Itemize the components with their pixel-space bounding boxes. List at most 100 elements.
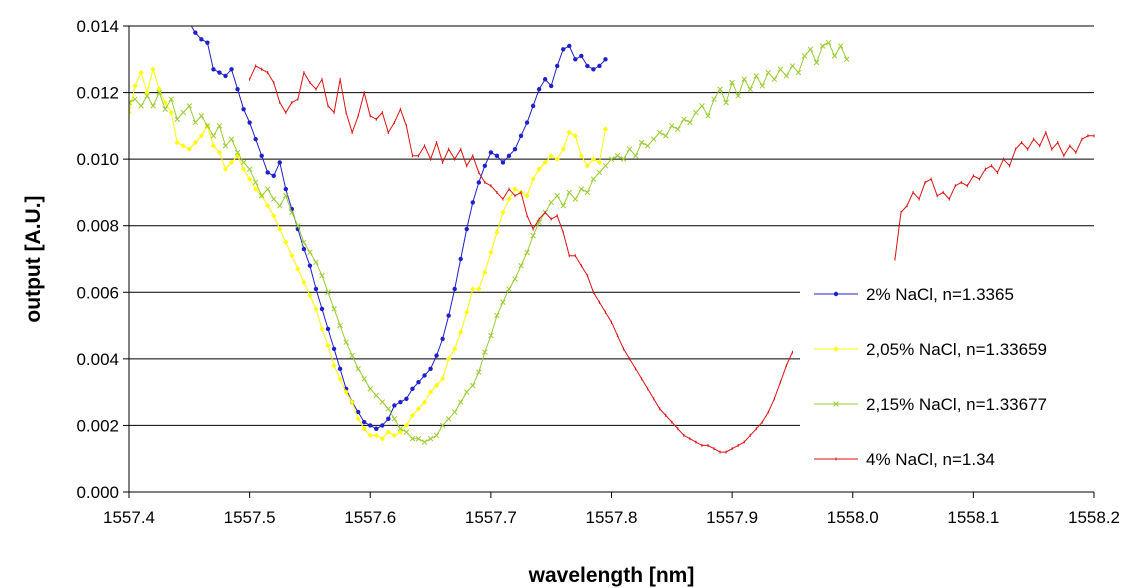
data-point [168, 96, 174, 102]
data-point [741, 76, 747, 83]
data-point [180, 143, 186, 149]
data-point [386, 416, 391, 421]
data-point [602, 126, 609, 132]
data-point [205, 40, 210, 45]
data-point [228, 136, 235, 142]
y-tick-label: 0.008 [76, 217, 119, 236]
data-point [488, 249, 494, 255]
data-point [240, 166, 247, 172]
data-point [301, 246, 307, 252]
data-point [373, 392, 380, 399]
data-point [211, 67, 216, 72]
data-point [596, 169, 603, 176]
data-point [307, 249, 313, 256]
data-point [584, 189, 591, 196]
data-point [536, 166, 542, 172]
legend-label: 2,05% NaCl, n=1.33659 [866, 340, 1047, 359]
data-point [464, 226, 469, 232]
data-point [524, 120, 530, 125]
data-point [367, 386, 374, 392]
data-point [542, 77, 548, 82]
legend-item: 4% NaCl, n=1.34 [814, 450, 995, 469]
data-point [567, 43, 572, 49]
data-point [204, 123, 211, 129]
data-point [355, 416, 361, 422]
data-point [548, 199, 554, 206]
data-point [144, 89, 150, 96]
data-point [506, 196, 512, 202]
data-point [187, 20, 191, 24]
data-point [843, 56, 850, 63]
data-point [591, 67, 596, 72]
data-point [723, 99, 729, 106]
data-point [380, 423, 385, 428]
data-point [717, 86, 723, 92]
data-point [825, 39, 832, 46]
data-point [488, 332, 494, 339]
data-point [434, 353, 439, 358]
data-point [265, 203, 271, 209]
data-point [573, 57, 578, 62]
data-point [500, 160, 506, 165]
data-point [229, 67, 234, 72]
data-point [656, 129, 663, 136]
data-point [331, 306, 337, 312]
legend-box [800, 262, 1120, 484]
x-tick-label: 1557.7 [465, 508, 517, 527]
data-point [409, 435, 416, 442]
data-point [271, 173, 276, 178]
data-point [476, 286, 482, 292]
data-point [819, 43, 826, 49]
data-point [548, 83, 554, 89]
data-point [837, 43, 844, 49]
data-point [199, 37, 204, 42]
data-point [585, 63, 590, 69]
data-point [554, 193, 560, 199]
data-point [307, 263, 313, 268]
data-point [524, 249, 530, 256]
data-point [530, 232, 536, 239]
data-point [833, 401, 839, 407]
data-point [500, 299, 506, 306]
data-point [223, 73, 228, 79]
data-point [174, 116, 181, 122]
data-point [379, 399, 386, 405]
data-point [277, 226, 283, 232]
data-point [632, 153, 639, 159]
data-point [361, 376, 367, 382]
data-point [596, 159, 603, 166]
legend-label: 2% NaCl, n=1.3365 [866, 285, 1014, 304]
data-point [603, 57, 608, 62]
legend-label: 2,15% NaCl, n=1.33677 [866, 395, 1047, 414]
data-point [373, 432, 379, 439]
data-point [186, 146, 192, 152]
data-point [270, 196, 277, 202]
data-point [458, 329, 464, 335]
data-point [494, 229, 500, 235]
data-point [427, 435, 434, 442]
data-point [771, 76, 778, 83]
data-point [132, 96, 138, 102]
data-point [277, 202, 283, 209]
data-point [663, 133, 669, 139]
data-point [307, 293, 313, 299]
data-point [186, 103, 193, 109]
data-point [560, 202, 567, 209]
data-point [421, 399, 428, 405]
data-point [264, 186, 271, 192]
data-point [518, 262, 524, 269]
data-point [602, 163, 609, 169]
data-point [626, 146, 633, 152]
data-point [831, 53, 838, 59]
data-point [620, 156, 627, 162]
x-tick-label: 1558.2 [1068, 508, 1120, 527]
data-point [572, 196, 579, 202]
data-point [675, 126, 681, 132]
data-point [506, 153, 512, 159]
data-point [415, 435, 422, 442]
plot-area [129, 20, 1095, 454]
data-point [488, 150, 494, 155]
data-point [192, 119, 199, 126]
data-point [446, 313, 451, 318]
